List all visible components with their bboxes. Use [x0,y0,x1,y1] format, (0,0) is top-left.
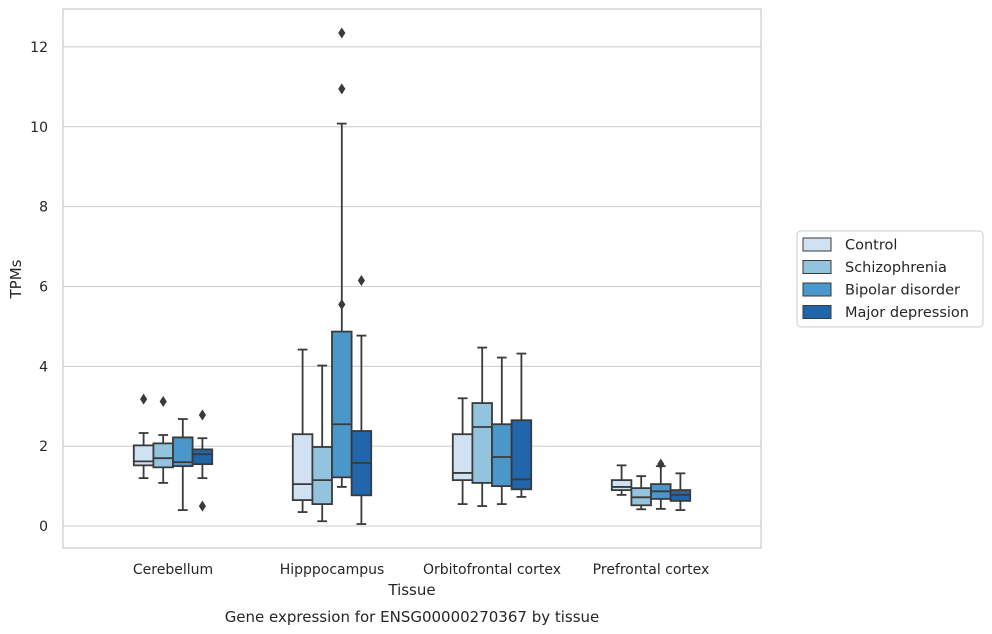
boxes [132,27,692,525]
legend-item: Control [802,237,897,254]
box-schizophrenia-0 [152,395,174,484]
outlier-point [338,298,346,310]
box-control-2 [451,397,474,505]
legend-swatch [802,305,832,319]
box-bipolar-disorder-3 [650,458,672,510]
plot-frame [62,8,762,549]
outlier-point [657,458,665,470]
box-major-depression-1 [350,274,373,525]
box-schizophrenia-1 [311,364,333,523]
outlier-point [159,395,167,407]
legend: Control Schizophrenia Bipolar disorder Majo… [796,230,984,328]
y-tick-labels: 0 2 4 6 8 10 12 [30,40,48,535]
outlier-point [338,27,346,39]
box-iqr [491,423,513,488]
box-iqr [331,330,353,479]
box-control-1 [291,348,314,513]
box-iqr [132,444,155,467]
y-tick-label: 10 [30,120,48,136]
box-iqr [311,446,333,505]
legend-item: Major depression [802,305,969,321]
y-tick-label: 4 [39,359,48,375]
box-major-depression-0 [191,409,214,512]
y-tick-label: 6 [39,279,48,295]
legend-item: Schizophrenia [802,260,947,276]
box-iqr [291,433,314,501]
x-tick-label: Prefrontal cortex [593,562,710,578]
y-tick-label: 2 [39,439,48,455]
legend-label: Bipolar disorder [845,283,960,299]
box-schizophrenia-2 [471,346,493,507]
legend-label: Schizophrenia [845,260,947,276]
box-iqr [510,419,533,491]
legend-label: Major depression [845,305,969,321]
box-iqr [610,479,633,492]
chart-caption: Gene expression for ENSG00000270367 by t… [225,608,600,626]
legend-item: Bipolar disorder [802,282,960,299]
outlier-point [198,500,206,512]
x-tick-labels: Cerebellum Hipppocampus Orbitofrontal cort… [133,562,709,578]
legend-swatch [802,282,832,297]
x-tick-label: Orbitofrontal cortex [423,562,561,578]
box-major-depression-3 [669,472,692,511]
outlier-point [198,409,206,421]
y-tick-label: 0 [39,519,48,535]
box-control-0 [132,393,155,480]
legend-swatch [802,237,832,252]
box-iqr [471,402,493,484]
box-iqr [152,442,174,469]
legend-label: Control [845,238,897,254]
x-axis-label: Tissue [387,581,435,599]
x-tick-label: Cerebellum [133,562,213,578]
box-bipolar-disorder-0 [172,418,194,511]
y-tick-label: 12 [30,40,48,56]
outlier-point [338,83,346,95]
box-schizophrenia-3 [630,475,652,511]
legend-frame [796,230,984,328]
box-bipolar-disorder-1 [331,27,353,488]
y-axis-label: TPMs [7,259,25,299]
x-tick-label: Hipppocampus [280,562,385,578]
box-control-3 [610,464,633,496]
outlier-point [140,393,148,405]
legend-swatch [802,260,832,274]
y-tick-label: 8 [39,200,48,216]
box-major-depression-2 [510,352,533,498]
outlier-point [357,274,365,286]
box-bipolar-disorder-2 [491,356,513,505]
box-iqr [191,448,214,466]
